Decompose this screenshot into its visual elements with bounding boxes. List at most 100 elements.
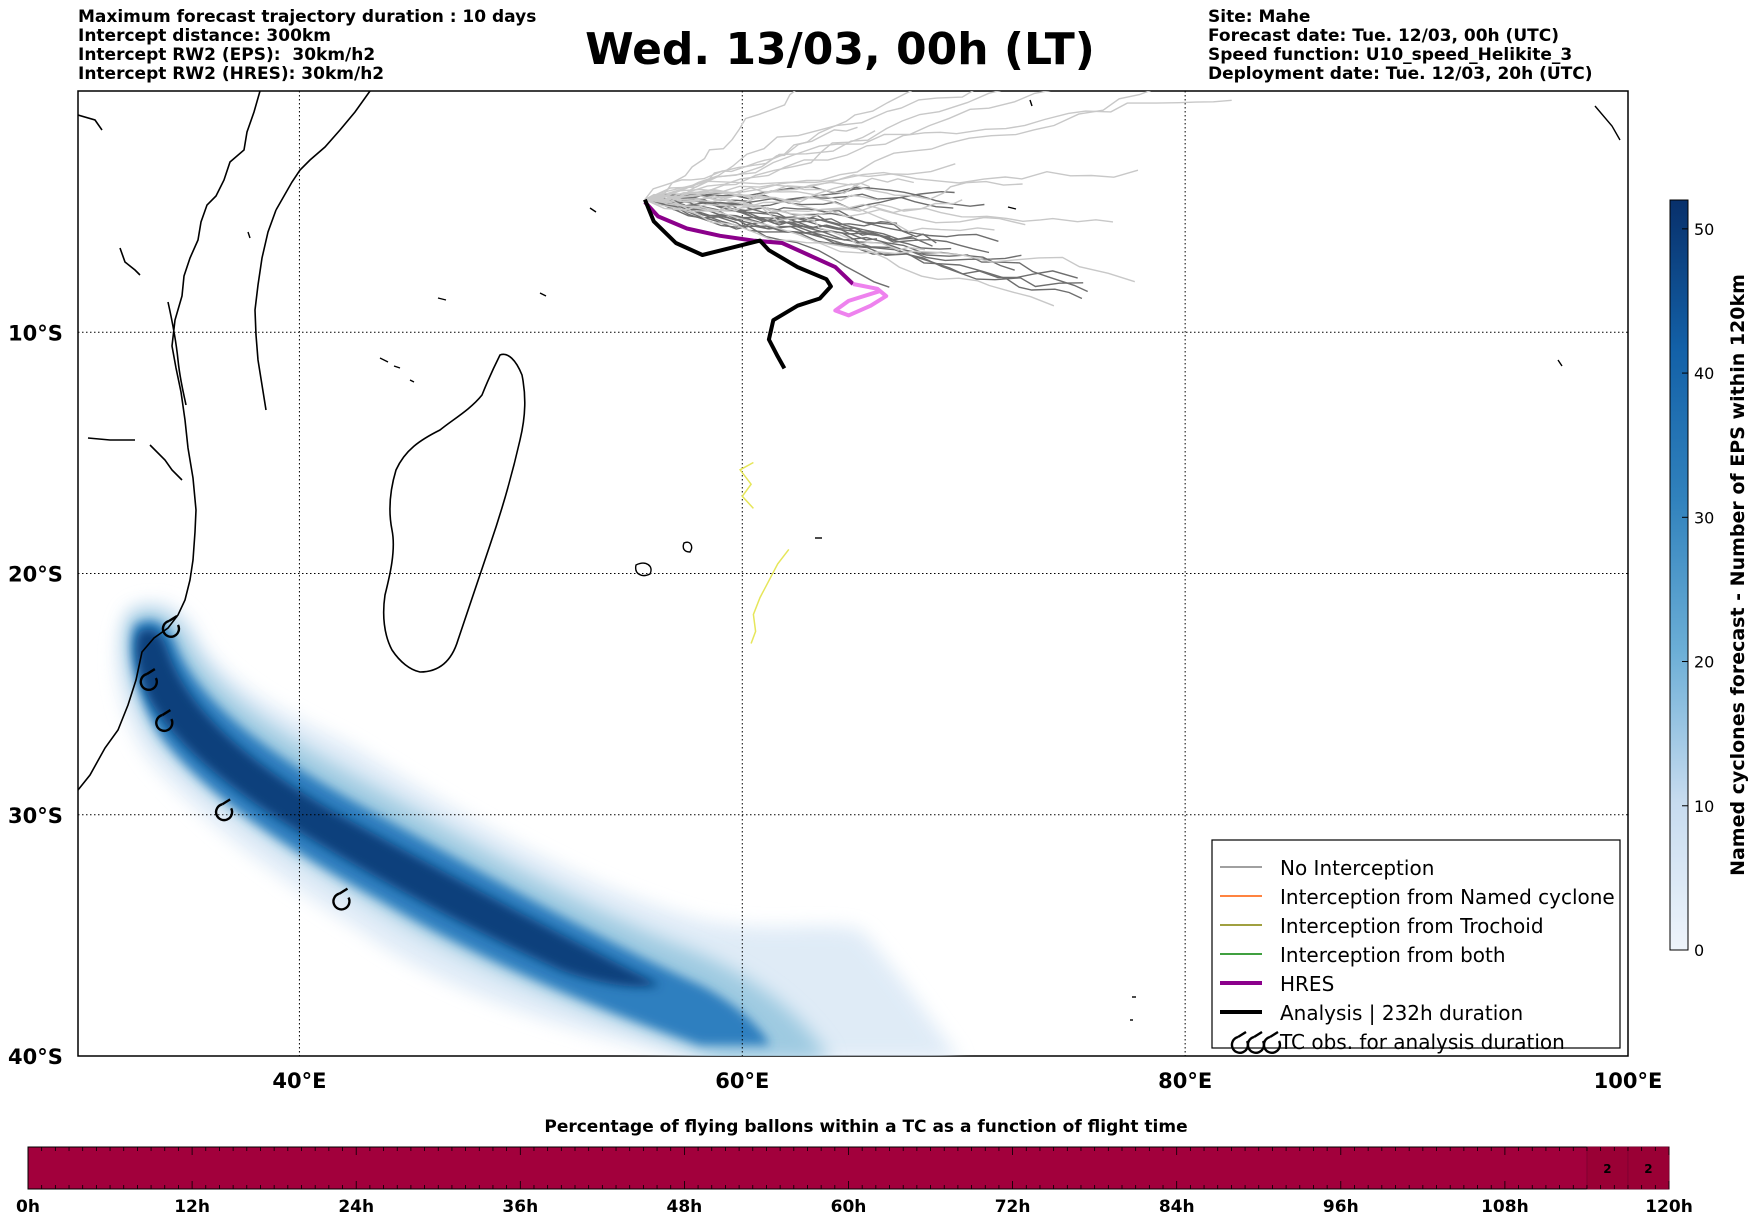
island-seychelles-1 <box>437 297 447 301</box>
colorbar-tick-label: 40 <box>1694 364 1714 383</box>
lon-label-3: 100°E <box>1594 1069 1663 1093</box>
ensemble-track <box>644 193 879 205</box>
legend-item: Interception from Trochoid <box>1220 914 1544 938</box>
ensemble-track <box>644 198 1136 283</box>
africa-coastline <box>78 91 261 791</box>
max-duration-text: Maximum forecast trajectory duration : 1… <box>78 7 537 27</box>
islands <box>247 99 1621 1021</box>
colorbar: 0 10 20 30 40 50 Named cyclones forecast - Nu… <box>1669 199 1749 960</box>
tc-obs-icon <box>214 798 234 822</box>
trochoid-tracks <box>738 461 790 644</box>
legend-label: Interception from Named cyclone <box>1280 885 1615 909</box>
lon-label-1: 60°E <box>715 1069 769 1093</box>
deployment-date-text: Deployment date: Tue. 12/03, 20h (UTC) <box>1208 64 1593 84</box>
legend-label: No Interception <box>1280 856 1434 880</box>
intercept-hres-text: Intercept RW2 (HRES): 30km/h2 <box>78 64 385 84</box>
tanzania-coast <box>254 209 277 411</box>
strip-tick-label: 12h <box>174 1197 210 1217</box>
trochoid-track-0 <box>738 461 754 509</box>
colorbar-tick-label: 0 <box>1694 941 1704 960</box>
header-left-info: Maximum forecast trajectory duration : 1… <box>78 8 536 84</box>
intercept-eps-text: Intercept RW2 (EPS): 30km/h2 <box>78 45 376 65</box>
tc-obs-icon <box>332 887 351 911</box>
coastlines <box>78 91 526 791</box>
intercept-distance-text: Intercept distance: 300km <box>78 26 331 46</box>
cyclone-density-plume <box>116 602 958 1056</box>
plume-core <box>131 620 770 1045</box>
legend-item: No Interception <box>1220 856 1434 880</box>
island-amirantes <box>589 207 597 213</box>
island-cocos <box>1557 359 1563 367</box>
strip-cell-label: 2 <box>1603 1162 1611 1176</box>
strip-title: Percentage of flying ballons within a TC… <box>544 1117 1187 1137</box>
analysis-track <box>643 198 833 370</box>
island-seychelles-2 <box>539 292 547 297</box>
legend-label: Interception from Trochoid <box>1280 914 1544 938</box>
strip-tick-label: 0h <box>16 1197 40 1217</box>
ensemble-track <box>644 163 956 201</box>
site-text: Site: Mahe <box>1208 7 1311 27</box>
ensemble-track <box>644 91 1051 201</box>
strip-tick-label: 108h <box>1481 1197 1529 1217</box>
legend-items: No Interception Interception from Named c… <box>1220 856 1615 1054</box>
trochoid-track-1 <box>750 548 790 644</box>
colorbar-title: Named cyclones forecast - Number of EPS … <box>1727 274 1749 876</box>
forecast-date-text: Forecast date: Tue. 12/03, 00h (UTC) <box>1208 26 1559 46</box>
tc-obs-icon <box>139 668 158 692</box>
lake-victoria <box>87 437 135 441</box>
ensemble-track <box>644 91 1002 201</box>
lat-label-2: 30°S <box>8 804 63 828</box>
legend-item: HRES <box>1220 972 1334 996</box>
colorbar-tick-label: 30 <box>1694 508 1714 527</box>
ensemble-track <box>644 198 1055 307</box>
colorbar-tick-label: 50 <box>1694 220 1714 239</box>
lat-label-1: 20°S <box>8 563 63 587</box>
island-zanzibar <box>247 231 251 239</box>
legend-item: Analysis | 232h duration <box>1220 1001 1523 1025</box>
island-comoros-1 <box>379 357 389 363</box>
island-reunion <box>682 541 693 553</box>
lon-label-2: 80°E <box>1158 1069 1212 1093</box>
tc-observations <box>139 614 351 911</box>
strip-tick-label: 24h <box>338 1197 374 1217</box>
ensemble-track <box>644 198 963 213</box>
strip-cell-label: 2 <box>1644 1162 1652 1176</box>
strip-tick-label: 36h <box>502 1197 538 1217</box>
somalia-horn <box>275 91 371 211</box>
map-content <box>78 91 1628 1056</box>
lake-kariba <box>149 444 183 481</box>
lake-tanganyika <box>167 301 187 406</box>
speed-function-text: Speed function: U10_speed_Helikite_3 <box>1208 45 1573 65</box>
flight-time-strip: Percentage of flying ballons within a TC… <box>16 1117 1693 1217</box>
strip-tick-label: 120h <box>1645 1197 1693 1217</box>
strip-minor-ticks <box>27 1147 1670 1189</box>
strip-tick-label: 84h <box>1159 1197 1195 1217</box>
legend-box <box>1211 839 1621 1049</box>
legend-label: Analysis | 232h duration <box>1280 1001 1523 1025</box>
island-chagos <box>1007 206 1017 210</box>
strip-tick-label: 72h <box>995 1197 1031 1217</box>
colorbar-tick-label: 10 <box>1694 797 1714 816</box>
ensemble-track <box>644 181 870 204</box>
lon-label-0: 40°E <box>272 1069 326 1093</box>
ensemble-track <box>644 169 1139 201</box>
strip-tick-label: 48h <box>667 1197 703 1217</box>
ensemble-tracks <box>644 91 1232 307</box>
ensemble-track <box>644 91 796 201</box>
ensemble-track <box>644 130 876 201</box>
strip-cell <box>1586 1146 1629 1190</box>
ensemble-track <box>644 99 1232 201</box>
lat-label-3: 40°S <box>8 1045 63 1069</box>
strip-cell <box>1627 1146 1670 1190</box>
island-sumatra-tip <box>1594 105 1621 141</box>
ensemble-track <box>644 197 1078 279</box>
colorbar-gradient <box>1669 199 1689 951</box>
lake-malawi <box>119 247 141 276</box>
legend-label: Interception from both <box>1280 943 1506 967</box>
arabian-sea-coast <box>78 114 103 131</box>
tc-symbol-icon <box>1262 1030 1282 1054</box>
tc-obs-icon <box>161 614 181 638</box>
legend-item: Interception from Named cyclone <box>1220 885 1615 909</box>
colorbar-ticks: 0 10 20 30 40 50 <box>1682 220 1714 960</box>
